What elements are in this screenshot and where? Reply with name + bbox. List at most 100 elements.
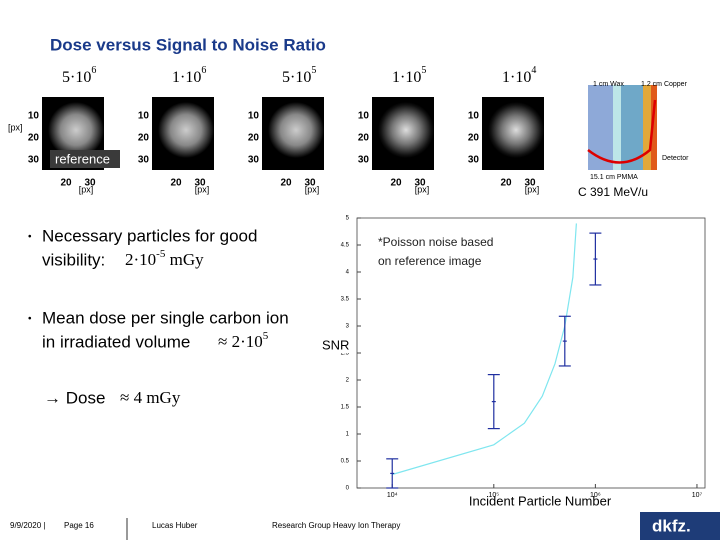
tick-label: 30 — [28, 155, 40, 166]
y-tick-label: 4 — [346, 270, 350, 276]
y-tick-label: 1 — [346, 432, 350, 438]
exponent: 5 — [311, 65, 316, 76]
tick-label: 20 — [60, 178, 72, 189]
x-tick-label: 10⁵ — [488, 492, 499, 499]
annotation: *Poisson noise based — [378, 235, 493, 249]
base: 1·10 — [172, 69, 201, 86]
x-tick-label: 10⁴ — [387, 492, 398, 499]
label: 1.2 cm Copper — [641, 81, 688, 88]
base: 1·10 — [392, 69, 421, 86]
page-number: Page 16 — [64, 521, 94, 530]
unit: [px] — [305, 184, 320, 194]
curve — [392, 223, 577, 476]
base: 1·10 — [502, 69, 531, 86]
image-blob — [268, 102, 324, 158]
label: 15.1 cm PMMA — [590, 174, 638, 181]
x-label: Incident Particle Number — [469, 493, 612, 508]
tick-label: 10 — [28, 111, 40, 122]
image-label: 5·105 — [282, 65, 316, 85]
error-bar — [589, 232, 602, 286]
logo: dkfz. — [652, 516, 691, 535]
text: Necessary particles for good — [42, 226, 257, 245]
y-tick-label: 3 — [346, 324, 350, 330]
author: Lucas Huber — [152, 521, 198, 530]
exponent: 5 — [421, 65, 426, 76]
image-label: 1·105 — [392, 65, 426, 85]
title: Dose versus Signal to Noise Ratio — [50, 35, 326, 54]
tick-label: 20 — [358, 133, 370, 144]
y-tick-label: 4.5 — [341, 243, 350, 249]
tick-label: 20 — [248, 133, 260, 144]
math: 2·10-5 mGy — [125, 248, 204, 269]
math: ≈ 4 mGy — [120, 388, 181, 407]
text: in irradiated volume — [42, 332, 190, 351]
y-tick-label: 2.5 — [341, 351, 350, 357]
tick-label: 20 — [170, 178, 182, 189]
tick-label: 30 — [194, 178, 206, 189]
tick-label: 30 — [248, 155, 260, 166]
reference-bg — [50, 150, 120, 168]
tick-label: 10 — [248, 111, 260, 122]
y-tick-label: 0.5 — [341, 459, 350, 465]
detector-diagram: 1 cm Wax 1.2 cm Copper 15.1 cm PMMA Dete… — [578, 81, 689, 199]
tick-label: 10 — [138, 111, 150, 122]
unit: [px] — [79, 184, 94, 194]
label: Detector — [662, 155, 689, 162]
y-tick-label: 1.5 — [341, 405, 350, 411]
tick-label: 20 — [468, 133, 480, 144]
tick-label: 20 — [500, 178, 512, 189]
label: C 391 MeV/u — [578, 185, 648, 199]
group: Research Group Heavy Ion Therapy — [272, 521, 400, 530]
exponent: 6 — [201, 65, 206, 76]
image-blob — [158, 102, 214, 158]
bullet: • — [28, 232, 32, 243]
tick-label: 10 — [358, 111, 370, 122]
unit: [px] — [8, 122, 23, 132]
image-label: 1·106 — [172, 65, 206, 85]
plot-area — [356, 217, 706, 489]
image-label: 1·104 — [502, 65, 536, 85]
annotation: on reference image — [378, 254, 482, 268]
unit: [px] — [525, 184, 540, 194]
error-bar — [487, 374, 500, 430]
y-tick-label: 5 — [346, 216, 350, 222]
bullet: • — [28, 314, 32, 325]
tick-label: 30 — [414, 178, 426, 189]
tick-label: 20 — [28, 133, 40, 144]
date: 9/9/2020 | — [10, 521, 45, 530]
error-bar — [558, 315, 571, 367]
base: 5·10 — [62, 69, 91, 86]
image-blob — [378, 102, 434, 158]
unit: [px] — [195, 184, 210, 194]
text: → Dose — [44, 388, 105, 407]
y-tick-label: 0 — [346, 486, 350, 492]
exponent: 6 — [91, 65, 96, 76]
footer: 9/9/2020 | Page 16 Lucas Huber Research … — [10, 512, 720, 540]
unit: [px] — [415, 184, 430, 194]
math: ≈ 2·105 — [218, 330, 269, 351]
text: visibility: — [42, 250, 105, 269]
image-label: 5·106 — [62, 65, 96, 85]
y-label: SNR — [322, 337, 349, 352]
tick-label: 30 — [358, 155, 370, 166]
y-tick-label: 3.5 — [341, 297, 350, 303]
bullets: • Necessary particles for good visibilit… — [28, 226, 289, 407]
tick-label: 20 — [390, 178, 402, 189]
tick-label: 30 — [524, 178, 536, 189]
base: 5·10 — [282, 69, 311, 86]
tick-label: 30 — [138, 155, 150, 166]
tick-label: 30 — [468, 155, 480, 166]
text: Mean dose per single carbon ion — [42, 308, 289, 327]
x-tick-label: 10⁶ — [590, 492, 601, 499]
exponent: 4 — [531, 65, 536, 76]
chart: 0 0.5 1 1.5 2 2.5 3 3.5 4 4.5 5 10⁴ 10⁵ 10⁶ 10⁷ Inciden… — [320, 216, 706, 508]
tick-label: 30 — [304, 178, 316, 189]
error-bar — [386, 458, 399, 489]
y-label-bg — [320, 337, 356, 353]
y-tick-label: 2 — [346, 378, 350, 384]
reference-label: reference — [55, 151, 110, 166]
tick-label: 20 — [138, 133, 150, 144]
image-blob — [48, 102, 104, 158]
